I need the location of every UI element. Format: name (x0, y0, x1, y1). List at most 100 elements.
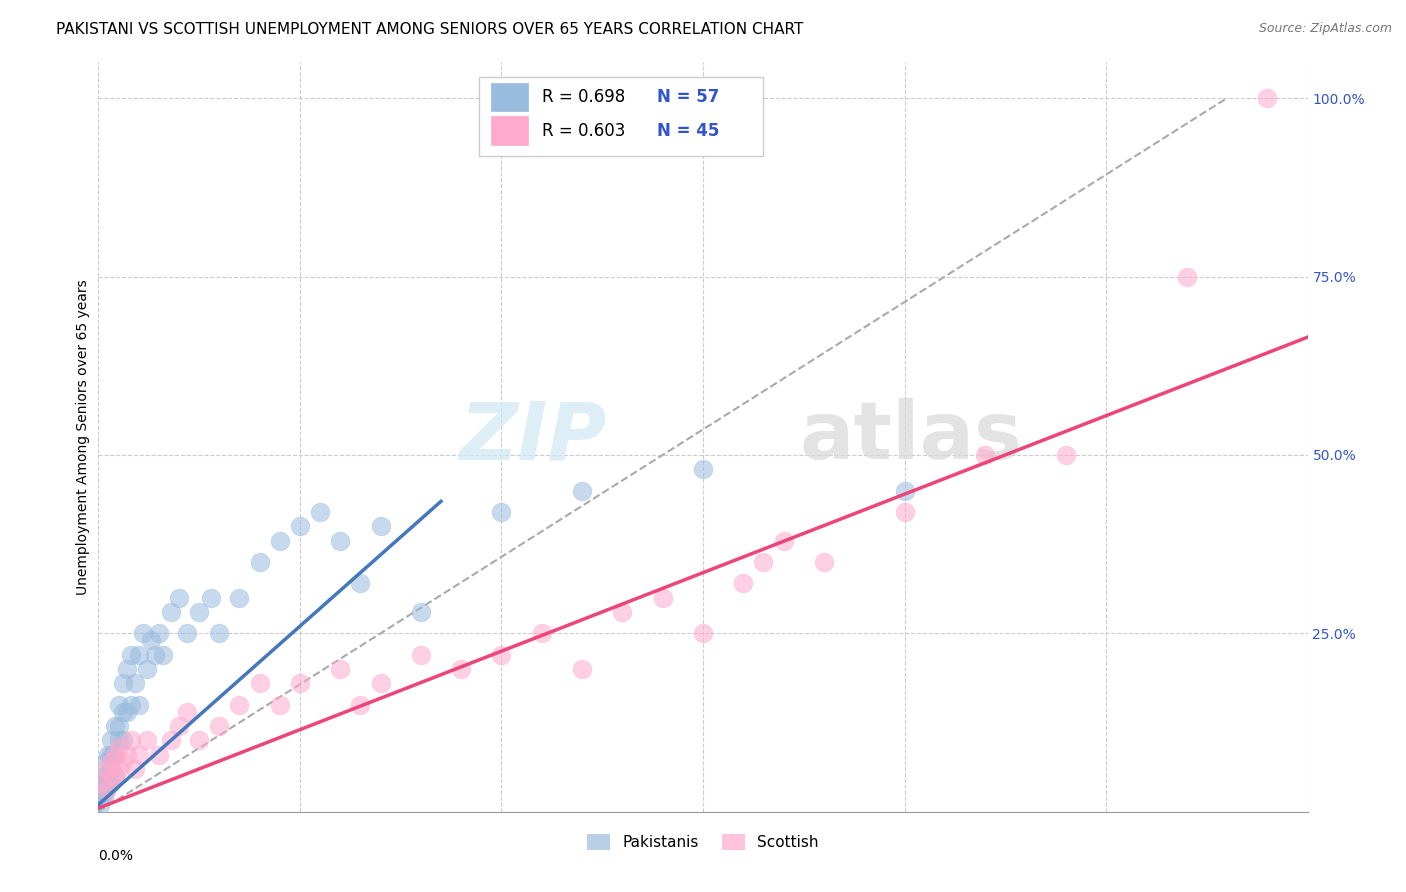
Point (772, 533, 794, 548)
Point (96, 783, 118, 797)
Point (167, 591, 190, 605)
Text: atlas: atlas (800, 398, 1022, 476)
Point (115, 662, 138, 676)
Point (135, 733, 157, 747)
Point (120, 733, 142, 747)
Legend: Pakistanis, Scottish: Pakistanis, Scottish (581, 829, 825, 856)
Point (93, 769, 115, 783)
Point (111, 755, 134, 769)
Point (139, 633, 162, 648)
Point (309, 505, 332, 519)
Point (91, 790, 114, 805)
Point (96, 769, 118, 783)
Point (107, 698, 129, 712)
Point (111, 676, 134, 690)
Point (107, 740, 129, 755)
Point (93, 790, 115, 805)
Point (269, 698, 291, 712)
Text: N = 57: N = 57 (657, 88, 720, 106)
Point (107, 733, 129, 747)
FancyBboxPatch shape (492, 83, 527, 112)
Point (176, 626, 198, 640)
Point (893, 483, 915, 498)
Point (491, 505, 513, 519)
Point (97, 747, 120, 762)
Point (349, 576, 371, 591)
Point (188, 733, 211, 747)
Point (450, 662, 472, 676)
Point (612, 605, 634, 619)
Point (692, 462, 714, 476)
Point (115, 705, 138, 719)
Point (733, 576, 755, 591)
Point (692, 626, 714, 640)
Point (249, 676, 271, 690)
Point (1175, 269, 1198, 284)
Point (100, 733, 122, 747)
Point (115, 747, 138, 762)
Point (160, 605, 183, 619)
Point (100, 747, 122, 762)
Point (91, 776, 114, 790)
Point (208, 626, 231, 640)
Point (148, 747, 170, 762)
Point (491, 648, 513, 662)
Point (370, 676, 392, 690)
Point (893, 505, 915, 519)
Point (329, 662, 352, 676)
Point (103, 719, 125, 733)
Point (813, 555, 835, 569)
Point (176, 705, 198, 719)
Point (974, 448, 997, 462)
Point (91, 783, 114, 797)
Point (208, 719, 231, 733)
Text: PAKISTANI VS SCOTTISH UNEMPLOYMENT AMONG SENIORS OVER 65 YEARS CORRELATION CHART: PAKISTANI VS SCOTTISH UNEMPLOYMENT AMONG… (56, 22, 804, 37)
Point (120, 648, 142, 662)
Point (89, 797, 111, 812)
Point (409, 648, 432, 662)
Point (128, 747, 150, 762)
Point (152, 648, 174, 662)
Y-axis label: Unemployment Among Seniors over 65 years: Unemployment Among Seniors over 65 years (76, 279, 90, 595)
Point (101, 747, 124, 762)
Point (128, 648, 150, 662)
Point (228, 698, 250, 712)
Point (530, 626, 553, 640)
Point (100, 762, 122, 776)
Point (100, 769, 122, 783)
Point (96, 755, 118, 769)
Point (752, 555, 775, 569)
Text: N = 45: N = 45 (657, 121, 720, 140)
Point (571, 662, 593, 676)
Point (167, 719, 190, 733)
Point (200, 591, 222, 605)
Point (91, 776, 114, 790)
Point (128, 698, 150, 712)
Point (107, 719, 129, 733)
Point (288, 519, 311, 533)
Text: R = 0.603: R = 0.603 (543, 121, 626, 140)
Point (1054, 448, 1077, 462)
Point (107, 762, 129, 776)
Point (103, 747, 125, 762)
Point (329, 533, 352, 548)
FancyBboxPatch shape (479, 78, 763, 156)
Text: Source: ZipAtlas.com: Source: ZipAtlas.com (1258, 22, 1392, 36)
Point (111, 733, 134, 747)
FancyBboxPatch shape (492, 116, 527, 145)
Point (409, 605, 432, 619)
Point (160, 733, 183, 747)
Point (349, 698, 371, 712)
Point (96, 783, 118, 797)
Text: ZIP: ZIP (458, 398, 606, 476)
Text: R = 0.698: R = 0.698 (543, 88, 626, 106)
Point (124, 676, 146, 690)
Point (103, 769, 125, 783)
Point (124, 762, 146, 776)
Point (120, 698, 142, 712)
Point (148, 626, 170, 640)
Point (188, 605, 211, 619)
Point (1256, 91, 1278, 105)
Point (288, 676, 311, 690)
Point (651, 591, 673, 605)
